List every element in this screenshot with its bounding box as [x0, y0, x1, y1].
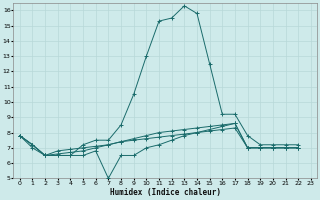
X-axis label: Humidex (Indice chaleur): Humidex (Indice chaleur) [110, 188, 221, 197]
